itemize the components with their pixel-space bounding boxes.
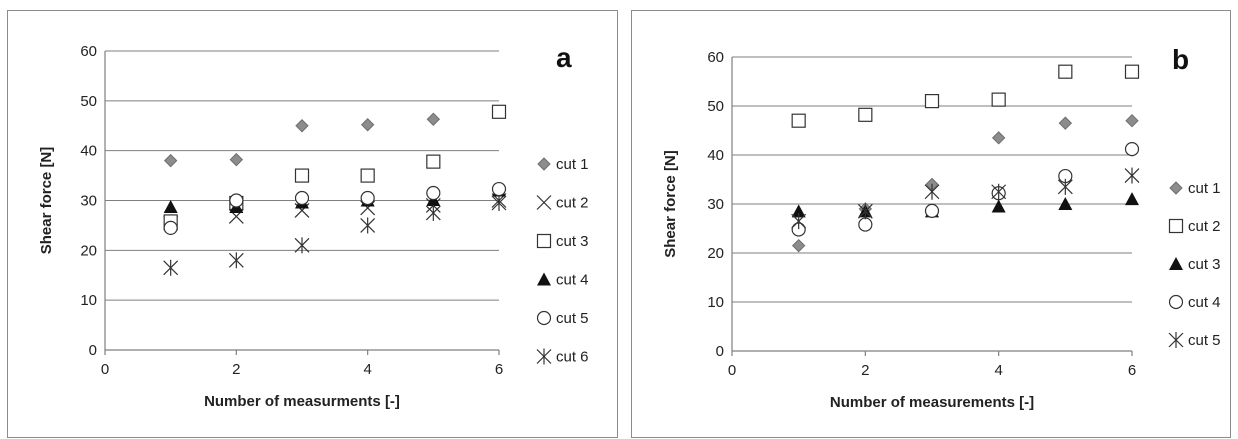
data-point-cut-2-1 — [791, 113, 806, 128]
data-point-cut-5-1 — [163, 220, 178, 236]
x-axis-title: Number of measurments [-] — [204, 393, 400, 410]
legend-label-cut-4: cut 4 — [1188, 294, 1221, 311]
x-tick-label: 6 — [1128, 362, 1136, 379]
y-tick-label: 30 — [707, 196, 724, 213]
data-point-cut-6-3 — [294, 237, 310, 254]
y-tick-label: 0 — [716, 343, 724, 360]
legend-marker-cut-1 — [537, 157, 551, 171]
data-point-cut-1-4 — [360, 118, 375, 132]
data-point-cut-2-3 — [924, 93, 940, 109]
data-point-cut-2-6 — [1124, 64, 1140, 79]
y-tick-label: 20 — [707, 245, 724, 262]
y-tick-label: 40 — [707, 147, 724, 164]
legend-label-cut-1: cut 1 — [556, 156, 589, 173]
x-tick-label: 0 — [101, 361, 109, 378]
data-point-cut-2-5 — [1058, 64, 1073, 79]
chart-panel-b: 0 10 20 30 40 50 60 0 2 4 6 Number of measurements … — [631, 10, 1231, 438]
chart-b-svg: 0 10 20 30 40 50 60 0 2 4 6 Number of measurements … — [662, 44, 1221, 411]
legend-marker-cut-6 — [536, 348, 552, 365]
x-axis-title: Number of measurements [-] — [830, 394, 1034, 411]
legend-label-cut-3: cut 3 — [556, 233, 589, 250]
legend-marker-cut-3 — [536, 233, 552, 249]
legend-marker-cut-2 — [536, 195, 552, 210]
data-point-cut-4-1 — [163, 199, 178, 213]
y-axis-title: Shear force [N] — [662, 150, 679, 258]
data-point-cut-3-4 — [991, 199, 1006, 213]
legend-label-cut-2: cut 2 — [1188, 218, 1221, 235]
data-point-cut-5-2 — [857, 203, 873, 220]
y-tick-label: 50 — [80, 93, 97, 110]
panel-label: b — [1172, 44, 1189, 75]
data-point-cut-6-2 — [228, 252, 244, 269]
chart-panel-a: 0 10 20 30 40 50 60 0 2 4 6 Number of measurments [… — [7, 10, 618, 438]
y-axis-title: Shear force [N] — [38, 147, 55, 255]
data-point-cut-6-4 — [360, 217, 376, 234]
data-point-cut-3-1 — [791, 204, 806, 218]
legend-label-cut-6: cut 6 — [556, 349, 589, 366]
x-tick-label: 6 — [495, 361, 503, 378]
legend-marker-cut-1 — [1169, 181, 1183, 195]
legend-marker-cut-3 — [1169, 257, 1183, 270]
data-point-cut-5-4 — [360, 190, 375, 206]
y-tick-label: 40 — [80, 143, 97, 160]
legend-marker-cut-4 — [537, 272, 551, 286]
data-point-cut-6-6 — [491, 194, 507, 211]
y-tick-label: 50 — [707, 98, 724, 115]
data-point-cut-5-2 — [229, 193, 244, 208]
x-tick-label: 2 — [861, 362, 869, 379]
y-tick-label: 60 — [707, 49, 724, 66]
legend-marker-cut-4 — [1168, 294, 1184, 310]
data-point-cut-3-5 — [1058, 197, 1073, 210]
legend-marker-cut-5 — [536, 310, 552, 326]
legend-label-cut-4: cut 4 — [556, 272, 589, 289]
legend-marker-cut-5 — [1168, 332, 1184, 348]
data-point-cut-5-3 — [294, 190, 310, 206]
y-tick-label: 0 — [89, 342, 97, 359]
legend-label-cut-5: cut 5 — [1188, 332, 1221, 349]
data-point-cut-1-6 — [1125, 113, 1139, 128]
legend-label-cut-1: cut 1 — [1188, 180, 1221, 197]
data-point-cut-2-2 — [858, 107, 873, 122]
legend-marker-cut-2 — [1168, 218, 1184, 234]
data-point-cut-1-5 — [426, 112, 441, 126]
legend-label-cut-2: cut 2 — [556, 195, 589, 212]
data-point-cut-1-1 — [163, 153, 178, 168]
legend-label-cut-5: cut 5 — [556, 310, 589, 327]
data-point-cut-5-4 — [991, 183, 1007, 200]
data-point-cut-3-3 — [294, 168, 310, 183]
data-point-cut-5-1 — [791, 213, 807, 230]
data-point-cut-3-5 — [426, 154, 441, 169]
y-tick-label: 30 — [80, 193, 97, 210]
data-point-cut-3-4 — [360, 168, 375, 183]
x-tick-label: 4 — [994, 362, 1002, 379]
data-point-cut-3-6 — [491, 104, 507, 119]
y-tick-label: 10 — [80, 292, 97, 309]
x-tick-label: 4 — [363, 361, 371, 378]
data-point-cut-1-3 — [295, 119, 309, 133]
y-tick-label: 10 — [707, 294, 724, 311]
data-point-cut-1-4 — [991, 131, 1006, 145]
data-point-cut-1-1 — [791, 238, 806, 253]
y-tick-label: 20 — [80, 242, 97, 259]
data-point-cut-6-1 — [163, 259, 179, 276]
data-point-cut-1-2 — [229, 152, 244, 167]
data-point-cut-5-3 — [924, 183, 940, 200]
data-point-cut-6-5 — [425, 204, 441, 221]
data-point-cut-1-5 — [1058, 116, 1073, 130]
chart-a-svg: 0 10 20 30 40 50 60 0 2 4 6 Number of measurments [… — [38, 42, 589, 410]
data-point-cut-4-6 — [1124, 142, 1140, 157]
data-point-cut-5-6 — [1124, 167, 1140, 184]
data-point-cut-3-6 — [1125, 192, 1139, 206]
panel-label: a — [556, 42, 572, 73]
data-point-cut-4-2 — [858, 217, 873, 232]
data-point-cut-4-3 — [924, 203, 940, 218]
legend-label-cut-3: cut 3 — [1188, 256, 1221, 273]
data-point-cut-5-6 — [491, 181, 507, 197]
x-tick-label: 0 — [728, 362, 736, 379]
data-point-cut-5-5 — [1057, 178, 1073, 195]
y-tick-label: 60 — [80, 43, 97, 60]
data-point-cut-2-4 — [991, 92, 1006, 107]
data-point-cut-5-5 — [426, 185, 441, 201]
x-tick-label: 2 — [232, 361, 240, 378]
